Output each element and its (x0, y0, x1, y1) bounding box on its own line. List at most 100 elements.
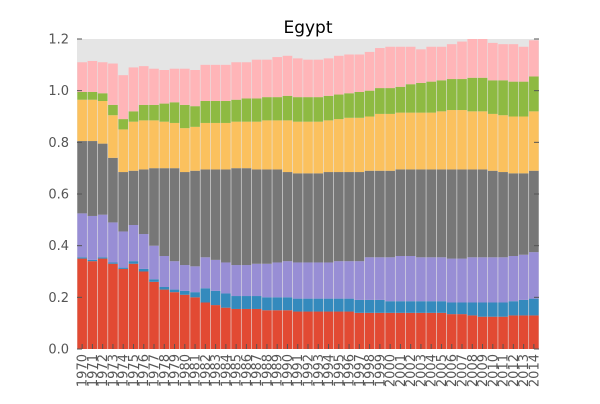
bar-segment (477, 316, 488, 349)
bar-segment (118, 172, 129, 232)
bar-segment (333, 261, 344, 299)
series-5 (77, 99, 539, 174)
bar-segment (159, 289, 170, 349)
bar-segment (159, 70, 170, 104)
x-tick-label: 1997 (353, 354, 368, 387)
bar-segment (395, 312, 406, 349)
bar-segment (241, 121, 252, 169)
bar-segment (128, 121, 139, 171)
bar-segment (354, 172, 365, 262)
x-tick-label: 2011 (497, 354, 512, 387)
bar-segment (323, 262, 334, 299)
x-tick-label: 1996 (343, 354, 358, 387)
bar-segment (87, 99, 98, 142)
series-4 (77, 141, 539, 267)
bar-segment (354, 54, 365, 92)
bar-segment (190, 292, 200, 298)
bar-segment (97, 214, 108, 258)
bar-segment (529, 315, 539, 349)
bar-segment (344, 54, 354, 94)
bar-segment (282, 95, 293, 121)
bar-segment (169, 261, 180, 290)
bar-segment (118, 75, 129, 120)
x-tick-label: 2003 (414, 354, 429, 387)
bar-segment (231, 99, 241, 122)
bar-segment (426, 301, 437, 313)
bar-segment (457, 302, 467, 315)
bar-segment (426, 81, 437, 113)
bar-segment (498, 302, 508, 317)
bar-segment (498, 80, 508, 116)
bar-segment (395, 169, 406, 256)
bar-segment (108, 263, 118, 349)
series-2 (77, 257, 539, 317)
bar-segment (221, 262, 231, 294)
x-tick-label: 1995 (332, 354, 347, 387)
bar-segment (323, 95, 334, 121)
bar-segment (354, 312, 365, 349)
bar-segment (333, 94, 344, 120)
bar-segment (138, 120, 149, 170)
bar-segment (416, 301, 426, 313)
bar-segment (138, 104, 149, 121)
bar-segment (313, 262, 324, 299)
y-tick-label: 1.2 (48, 33, 69, 48)
x-tick-label: 1992 (302, 354, 317, 387)
bar-segment (375, 257, 385, 300)
bar-segment (405, 46, 416, 85)
x-tick-label: 1999 (373, 354, 388, 387)
bar-segment (477, 257, 488, 303)
bar-segment (344, 261, 354, 299)
bar-segment (169, 102, 180, 123)
x-tick-label: 2006 (445, 354, 460, 387)
bar-segment (364, 299, 375, 313)
bar-segment (190, 266, 200, 293)
bar-segment (436, 257, 447, 302)
bar-segment (87, 215, 98, 260)
bar-segment (210, 259, 221, 291)
bar-segment (138, 271, 149, 349)
x-tick-label: 1986 (240, 354, 255, 387)
bar-segment (426, 112, 437, 170)
bar-segment (518, 116, 529, 174)
bar-segment (487, 316, 498, 349)
bar-segment (210, 122, 221, 170)
bar-segment (108, 157, 118, 223)
bar-segment (405, 84, 416, 113)
bar-segment (231, 168, 241, 266)
bar-segment (272, 169, 283, 263)
bar-segment (108, 222, 118, 263)
bar-segment (333, 298, 344, 312)
bar-segment (518, 299, 529, 316)
bar-segment (457, 258, 467, 303)
bar-segment (87, 261, 98, 349)
bar-segment (354, 91, 365, 118)
bar-segment (375, 113, 385, 171)
bar-segment (498, 257, 508, 303)
x-tick-label: 1978 (158, 354, 173, 387)
bar-segment (200, 122, 211, 170)
bar-segment (292, 311, 303, 349)
bar-segment (375, 48, 385, 89)
bar-segment (108, 104, 118, 116)
x-tick-label: 1993 (312, 354, 327, 387)
y-axis: 0.0 0.2 0.4 0.6 0.8 1.0 1.2 (48, 33, 539, 358)
bar-segment (467, 39, 478, 78)
bar-segment (221, 64, 231, 101)
bar-segment (190, 106, 200, 127)
bar-segment (303, 121, 313, 174)
bar-segment (364, 90, 375, 117)
x-tick-label: 1985 (230, 354, 245, 387)
bar-segment (149, 281, 159, 349)
bar-segment (364, 116, 375, 171)
bar-segment (303, 97, 313, 122)
bar-segment (272, 120, 283, 170)
bar-segment (529, 76, 539, 112)
bar-segment (487, 170, 498, 258)
bar-segment (385, 312, 395, 349)
bar-segment (138, 169, 149, 235)
bar-segment (467, 111, 478, 170)
bar-segment (251, 59, 262, 99)
bar-segment (190, 297, 200, 349)
bar-segment (210, 290, 221, 306)
